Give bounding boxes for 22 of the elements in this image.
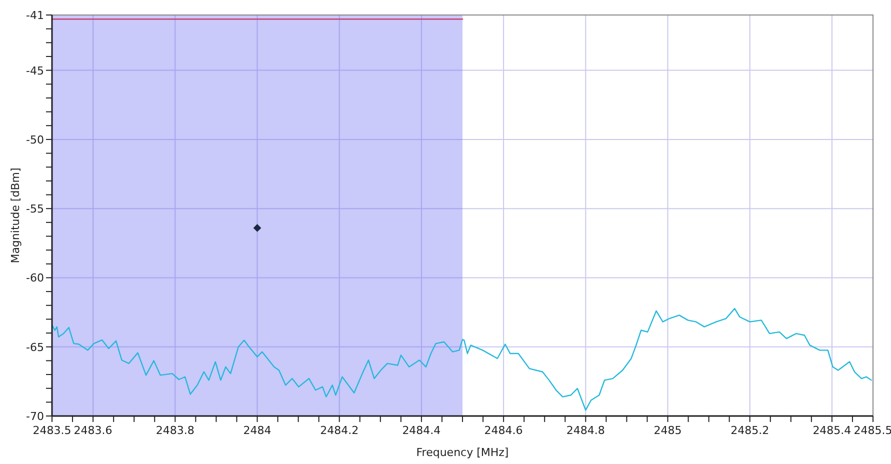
x-tick-label: 2485 — [654, 424, 682, 437]
x-tick-label: 2485.5 — [854, 424, 891, 437]
x-tick-label: 2484.4 — [402, 424, 441, 437]
y-tick-label: -41 — [26, 9, 44, 22]
y-tick-label: -55 — [26, 202, 44, 216]
x-tick-label: 2483.5 — [32, 424, 72, 437]
x-tick-label: 2485.2 — [730, 424, 770, 437]
x-tick-label: 2485.4 — [812, 424, 852, 437]
x-tick-label: 2483.8 — [156, 424, 194, 437]
y-tick-label: -60 — [26, 272, 44, 285]
y-tick-label: -50 — [26, 133, 44, 146]
y-tick-label: -45 — [26, 64, 44, 78]
x-axis-title: Frequency [MHz] — [416, 446, 509, 459]
x-tick-label: 2484 — [243, 424, 272, 437]
x-tick-label: 2484.2 — [320, 424, 359, 437]
line-series — [51, 308, 872, 411]
x-tick-label: 2484.6 — [484, 424, 523, 437]
y-tick-label: -65 — [26, 340, 44, 354]
x-tick-label: 2484.8 — [566, 424, 605, 437]
x-tick-label: 2483.6 — [74, 424, 112, 437]
y-axis-title: Magnitude [dBm] — [9, 168, 22, 264]
y-tick-label: -70 — [26, 410, 44, 423]
